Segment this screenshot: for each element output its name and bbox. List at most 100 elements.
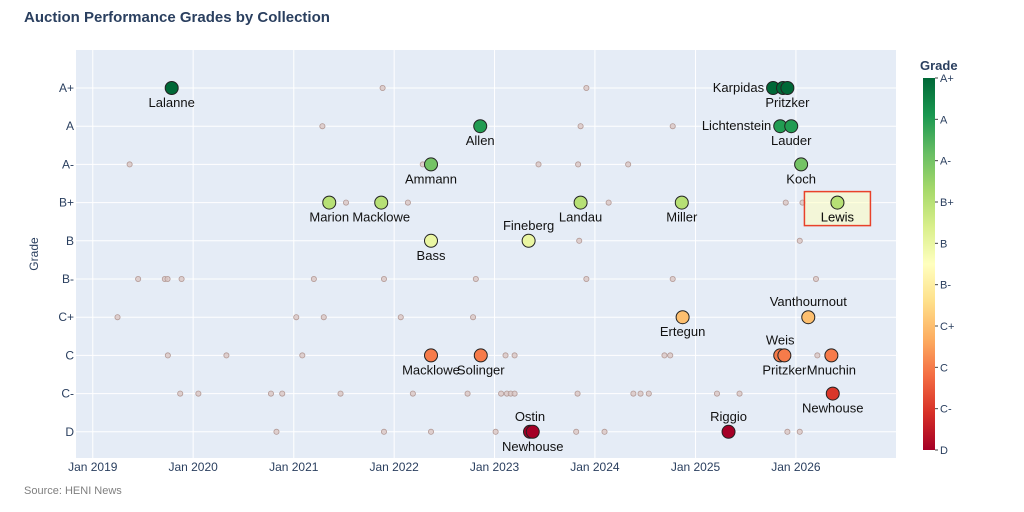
background-point (637, 390, 644, 397)
point-label: Koch (786, 171, 816, 186)
x-tick-label: Jan 2019 (68, 460, 118, 474)
background-point (577, 123, 584, 130)
y-tick-label: A+ (59, 81, 74, 95)
background-point (343, 199, 350, 206)
background-point (472, 275, 479, 282)
data-point (525, 424, 540, 439)
point-label: Miller (666, 210, 698, 225)
background-point (126, 161, 133, 168)
x-tick-label: Jan 2023 (470, 460, 520, 474)
point-label: Solinger (457, 362, 505, 377)
background-point (223, 352, 230, 359)
point-label: Ammann (405, 171, 457, 186)
x-tick-label: Jan 2025 (671, 460, 721, 474)
colorbar-tick-label: A+ (940, 73, 954, 85)
point-label: Fineberg (503, 218, 554, 233)
y-tick-label: C- (61, 387, 74, 401)
background-point (380, 275, 387, 282)
point-label: Riggio (710, 409, 747, 424)
background-point (645, 390, 652, 397)
highlighted-point (830, 195, 845, 210)
y-tick-label: D (65, 425, 74, 439)
background-point (713, 390, 720, 397)
point-label: Karpidas (713, 80, 765, 95)
point-label: Macklowe (352, 210, 410, 225)
background-point (273, 428, 280, 435)
point-label: Weis (766, 332, 795, 347)
background-point (601, 428, 608, 435)
background-point (661, 352, 668, 359)
background-point (470, 314, 477, 321)
data-point (164, 81, 179, 95)
data-point (424, 233, 439, 248)
background-point (736, 390, 743, 397)
data-point (777, 348, 792, 363)
data-point (825, 386, 840, 401)
background-point (576, 237, 583, 244)
background-point (267, 390, 274, 397)
data-point (374, 195, 389, 210)
colorbar-tick-label: C+ (940, 321, 954, 333)
data-point (573, 195, 588, 210)
data-point (424, 348, 439, 363)
background-point (114, 314, 121, 321)
y-tick-label: B+ (59, 196, 74, 210)
y-tick-label: A (66, 119, 74, 133)
background-point (814, 352, 821, 359)
colorbar-tick-label: B+ (940, 197, 954, 209)
y-axis-title: Grade (27, 237, 41, 271)
background-point (583, 85, 590, 92)
source-note: Source: HENI News (24, 485, 122, 497)
point-label: Allen (466, 133, 495, 148)
background-point (511, 352, 518, 359)
colorbar (923, 78, 935, 450)
background-point (669, 275, 676, 282)
y-tick-label: B (66, 234, 74, 248)
data-point (322, 195, 337, 210)
point-label: Marion (309, 210, 349, 225)
background-point (574, 390, 581, 397)
background-point (164, 275, 171, 282)
background-point (404, 199, 411, 206)
data-point (824, 348, 839, 363)
background-point (511, 390, 518, 397)
colorbar-tick-label: B (940, 238, 947, 250)
data-point (721, 424, 736, 439)
data-point (675, 310, 690, 325)
background-point (492, 428, 499, 435)
data-point (674, 195, 689, 210)
point-label: Pritzker (765, 95, 810, 110)
data-point (473, 119, 488, 134)
background-point (583, 275, 590, 282)
background-point (319, 123, 326, 130)
data-point (473, 348, 488, 363)
background-point (279, 390, 286, 397)
background-point (299, 352, 306, 359)
background-point (310, 275, 317, 282)
background-point (293, 314, 300, 321)
data-point (794, 157, 809, 172)
x-tick-label: Jan 2022 (369, 460, 419, 474)
y-tick-label: A- (62, 157, 74, 171)
background-point (164, 352, 171, 359)
background-point (428, 428, 435, 435)
x-tick-label: Jan 2021 (269, 460, 319, 474)
y-tick-label: C (65, 348, 74, 362)
background-point (669, 123, 676, 130)
background-point (380, 428, 387, 435)
background-point (782, 199, 789, 206)
background-point (784, 428, 791, 435)
background-point (464, 390, 471, 397)
point-label: Pritzker (762, 362, 807, 377)
data-point (801, 310, 816, 325)
chart-title: Auction Performance Grades by Collection (24, 9, 330, 26)
colorbar-tick-label: A (940, 114, 948, 126)
colorbar-tick-label: D (940, 445, 948, 457)
background-point (379, 85, 386, 92)
point-label: Lauder (771, 133, 812, 148)
colorbar-tick-label: C (940, 362, 948, 374)
colorbar-tick-label: C- (940, 404, 952, 416)
background-point (605, 199, 612, 206)
y-tick-label: C+ (58, 310, 74, 324)
point-label: Lichtenstein (702, 118, 771, 133)
